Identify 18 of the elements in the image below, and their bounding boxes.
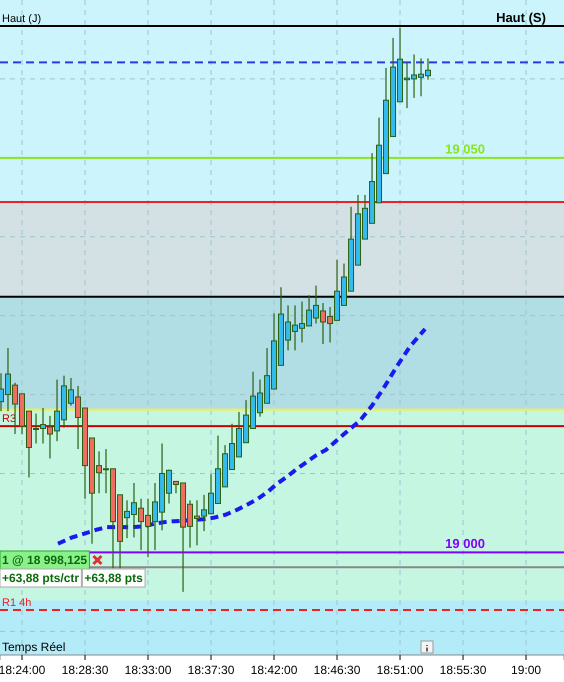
x-tick-label: 18:46:30 <box>314 662 361 677</box>
annotation: 1 @ 18 998,125 <box>2 553 88 567</box>
annotation: Haut (S) <box>496 10 546 26</box>
x-tick-label: 18:37:30 <box>188 662 235 677</box>
x-tick-label: 18:33:00 <box>124 662 172 677</box>
x-tick-label: 19:00 <box>511 662 542 677</box>
annotation: +63,88 pts <box>84 571 144 585</box>
x-tick-label: 18:28:30 <box>62 662 109 677</box>
y-tick-label: 19 000 <box>445 536 485 551</box>
ref-line-label: Haut (J) <box>2 13 42 26</box>
annotation: +63,88 pts/ctr <box>2 571 80 585</box>
x-tick-label: 18:51:00 <box>376 662 424 677</box>
y-tick-label: 19 050 <box>445 141 485 156</box>
ref-line-label: R1 4h <box>2 597 32 610</box>
annotation: Temps Réel <box>2 640 66 654</box>
x-tick-label: 18:55:30 <box>440 662 487 677</box>
x-tick-label: 18:42:00 <box>250 662 298 677</box>
x-tick-label: 18:24:00 <box>0 662 46 677</box>
